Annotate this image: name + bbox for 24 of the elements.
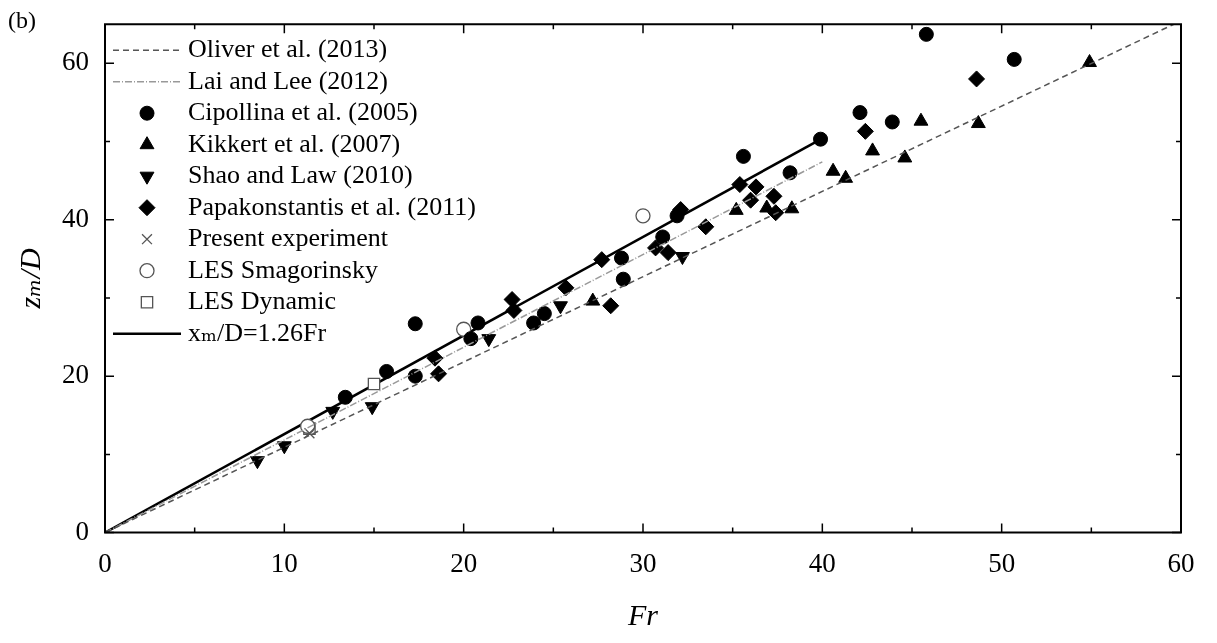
text: (b)	[8, 7, 36, 34]
x-tick-label: 40	[808, 547, 836, 578]
legend-label: LES Dynamic	[188, 286, 337, 316]
x-tick-label: 30	[629, 547, 657, 578]
legend-label: Cipollina et al. (2005)	[188, 97, 418, 127]
y-tick-label: 40	[62, 202, 89, 233]
legend-label: Papakonstantis et al. (2011)	[188, 191, 476, 221]
legend-label: LES Smagorinsky	[188, 254, 378, 284]
y-tick-label: 60	[62, 46, 89, 77]
legend-label: Present experiment	[188, 223, 389, 253]
legend-label: Kikkert et al. (2007)	[188, 128, 401, 158]
legend-label: Oliver et al. (2013)	[188, 34, 388, 64]
x-tick-label: 50	[988, 547, 1016, 578]
legend-label: Lai and Lee (2012)	[188, 65, 388, 95]
x-tick-label: 20	[450, 547, 478, 578]
x-tick-label: 60	[1167, 547, 1195, 578]
y-axis-title: zₘ/D	[12, 248, 46, 310]
x-tick-label: 0	[98, 547, 112, 578]
y-tick-label: 0	[75, 515, 89, 546]
x-tick-label: 10	[270, 547, 298, 578]
x-axis-title: Fr	[627, 597, 659, 631]
legend-label: xₘ/D=1.26Fr	[188, 317, 327, 347]
legend-label: Shao and Law (2010)	[188, 160, 413, 190]
y-tick-label: 20	[62, 359, 89, 390]
